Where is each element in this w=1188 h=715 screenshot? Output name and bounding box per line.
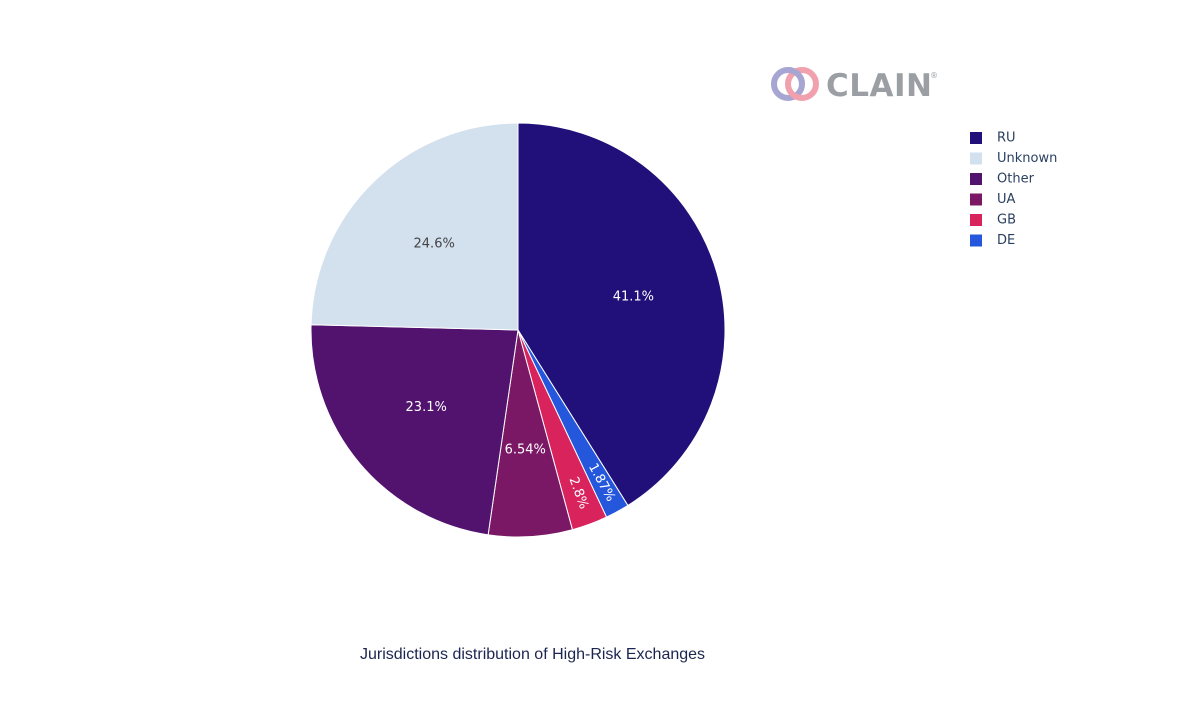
legend-label-de: DE xyxy=(997,233,1015,248)
legend-item-unknown[interactable]: Unknown xyxy=(970,151,1057,166)
clain-logo: CLAIN ® xyxy=(768,64,948,104)
legend-swatch-de xyxy=(970,234,982,247)
pie-label-other: 23.1% xyxy=(406,400,447,415)
legend-label-gb: GB xyxy=(997,213,1016,228)
pie-slice-unknown xyxy=(310,122,519,331)
legend-item-other[interactable]: Other xyxy=(970,172,1035,187)
legend-label-ru: RU xyxy=(997,131,1016,146)
clain-logo-icon xyxy=(771,67,819,101)
pie-label-unknown: 24.6% xyxy=(414,237,455,252)
legend-swatch-gb xyxy=(970,214,982,226)
legend: RU Unknown Other UA GB DE xyxy=(970,131,1057,248)
legend-item-de[interactable]: DE xyxy=(970,233,1015,248)
legend-swatch-ru xyxy=(970,132,982,144)
pie-slice-ru xyxy=(517,122,726,507)
pie-slices xyxy=(310,122,726,538)
legend-label-other: Other xyxy=(997,172,1035,187)
legend-item-gb[interactable]: GB xyxy=(970,213,1016,228)
legend-label-ua: UA xyxy=(997,192,1016,207)
legend-label-unknown: Unknown xyxy=(997,151,1057,166)
legend-swatch-ua xyxy=(970,193,982,206)
legend-swatch-unknown xyxy=(970,152,982,165)
legend-swatch-other xyxy=(970,173,982,185)
brand-registered-mark: ® xyxy=(930,71,938,80)
chart-title: Jurisdictions distribution of High-Risk … xyxy=(360,646,706,663)
brand-name: CLAIN xyxy=(826,68,932,104)
pie-label-ru: 41.1% xyxy=(613,289,654,304)
legend-item-ru[interactable]: RU xyxy=(970,131,1016,146)
legend-item-ua[interactable]: UA xyxy=(970,192,1016,207)
pie-label-ua: 6.54% xyxy=(505,442,546,457)
pie-slice-other xyxy=(310,324,519,536)
